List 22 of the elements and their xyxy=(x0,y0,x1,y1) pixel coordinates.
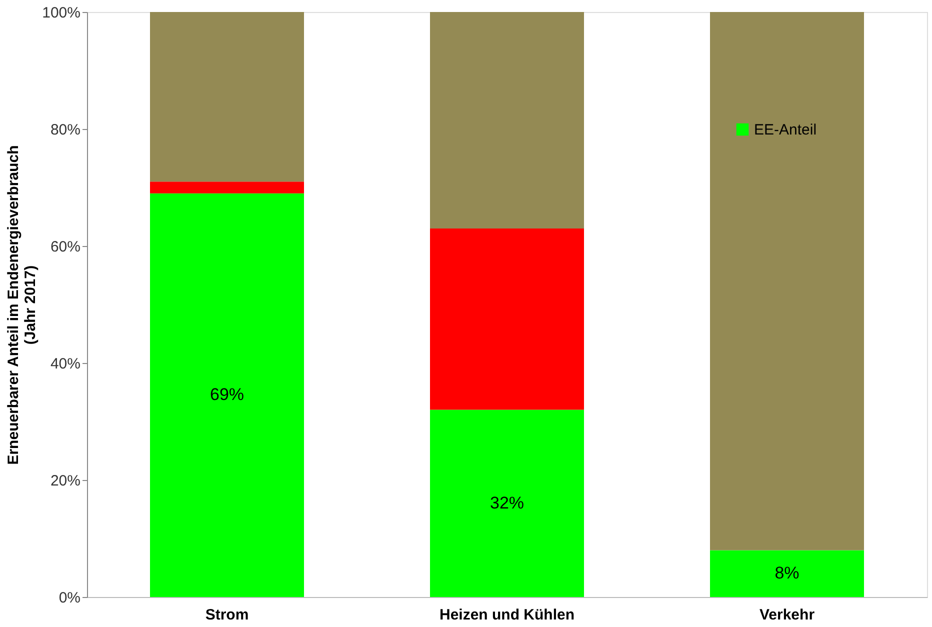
bar xyxy=(430,228,584,410)
y-tick-label: 20% xyxy=(50,472,80,490)
y-axis-title: Erneuerbarer Anteil im Endenergieverbrauch (Jahr 2017) xyxy=(5,145,40,465)
x-tick-label: Verkehr xyxy=(759,606,815,624)
data-label: 32% xyxy=(490,493,524,512)
y-tick-label: 60% xyxy=(50,238,80,256)
bar xyxy=(710,12,864,550)
x-tick-label: Strom xyxy=(205,606,249,624)
bar xyxy=(710,550,864,597)
y-tick-label: 40% xyxy=(50,356,80,372)
bar xyxy=(150,12,304,182)
y-tick-label: 80% xyxy=(50,122,80,138)
bar xyxy=(150,182,304,194)
y-tick-label: 0% xyxy=(58,590,80,606)
x-tick-label: Heizen und Kühlen xyxy=(440,606,574,624)
y-tick-label: 100% xyxy=(42,4,80,22)
data-label: 8% xyxy=(774,564,800,583)
bar xyxy=(430,410,584,597)
legend-label: EE-Anteil xyxy=(754,122,817,138)
bar xyxy=(150,193,304,597)
bar xyxy=(430,12,584,228)
data-label: 69% xyxy=(210,385,244,404)
